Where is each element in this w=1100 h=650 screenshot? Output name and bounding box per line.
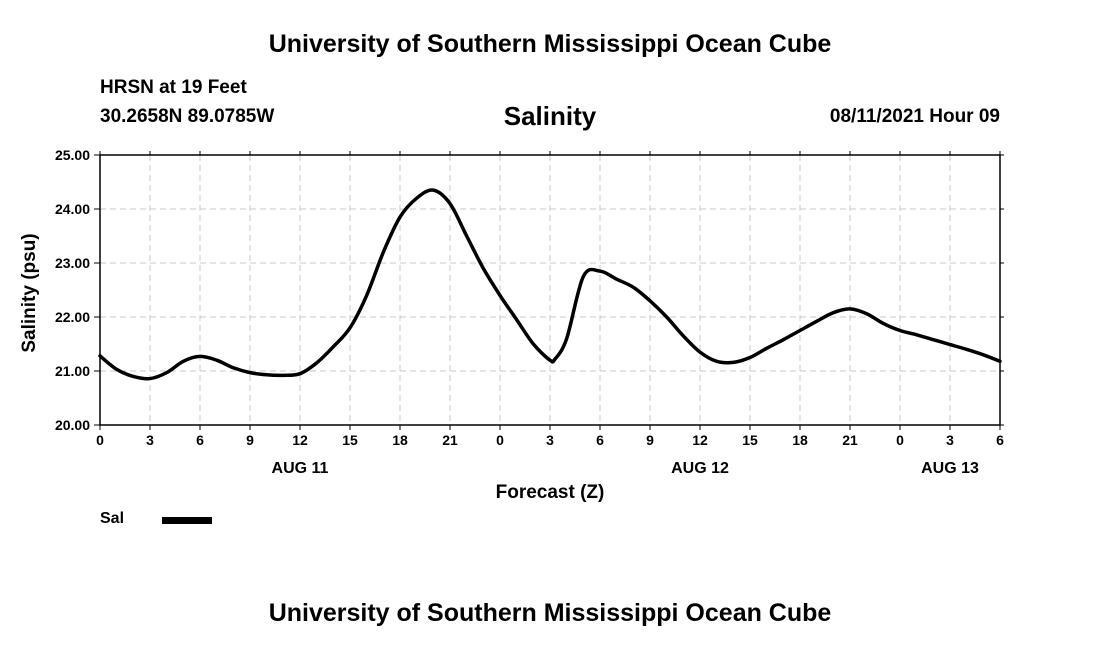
x-tick-label: 12: [692, 432, 708, 448]
x-tick-label: 3: [146, 432, 154, 448]
grid: [100, 155, 1000, 425]
x-tick-label: 21: [842, 432, 858, 448]
series-layer: [98, 188, 1002, 381]
day-label: AUG 13: [921, 460, 979, 477]
y-tick-label: 21.00: [55, 363, 90, 379]
day-label: AUG 12: [671, 460, 729, 477]
x-tick-label: 12: [292, 432, 308, 448]
x-tick-label: 9: [646, 432, 654, 448]
y-tick-label: 24.00: [55, 201, 90, 217]
station-name: HRSN at 19 Feet: [100, 77, 247, 98]
x-tick-label: 21: [442, 432, 458, 448]
legend-swatch: [162, 517, 212, 524]
x-tick-label: 3: [546, 432, 554, 448]
x-axis-label: Forecast (Z): [495, 482, 605, 503]
y-axis-label: Salinity (psu): [19, 233, 40, 353]
legend-label: Sal: [100, 510, 125, 527]
x-tick-label: 6: [996, 432, 1004, 448]
run-time: 08/11/2021 Hour 09: [829, 106, 1000, 127]
day-label: AUG 11: [272, 460, 329, 477]
x-tick-label: 18: [392, 432, 408, 448]
axes: 0 3 6 9 12 15 18 21 0 3 6 9 12 15 18 21 0 3 6 20.00 21.00 22.…: [55, 147, 1004, 477]
top-title: University of Southern Mississippi Ocean…: [268, 30, 832, 58]
x-tick-label: 6: [596, 432, 604, 448]
x-tick-label: 6: [196, 432, 204, 448]
x-tick-label: 18: [792, 432, 808, 448]
y-tick-label: 20.00: [55, 417, 90, 433]
x-tick-label: 9: [246, 432, 254, 448]
chart-title: Salinity: [503, 101, 597, 131]
y-tick-label: 22.00: [55, 309, 90, 325]
y-tick-label: 25.00: [55, 147, 90, 163]
x-tick-label: 3: [946, 432, 954, 448]
y-tick-label: 23.00: [55, 255, 90, 271]
series-line-sal: [98, 188, 1002, 381]
x-tick-label: 0: [496, 432, 504, 448]
x-tick-label: 0: [96, 432, 104, 448]
x-tick-label: 0: [896, 432, 904, 448]
plot-frame: [99, 154, 1001, 426]
x-tick-label: 15: [342, 432, 358, 448]
x-tick-label: 15: [742, 432, 758, 448]
station-coordinates: 30.2658N 89.0785W: [100, 106, 275, 127]
bottom-title: University of Southern Mississippi Ocean…: [268, 599, 832, 627]
